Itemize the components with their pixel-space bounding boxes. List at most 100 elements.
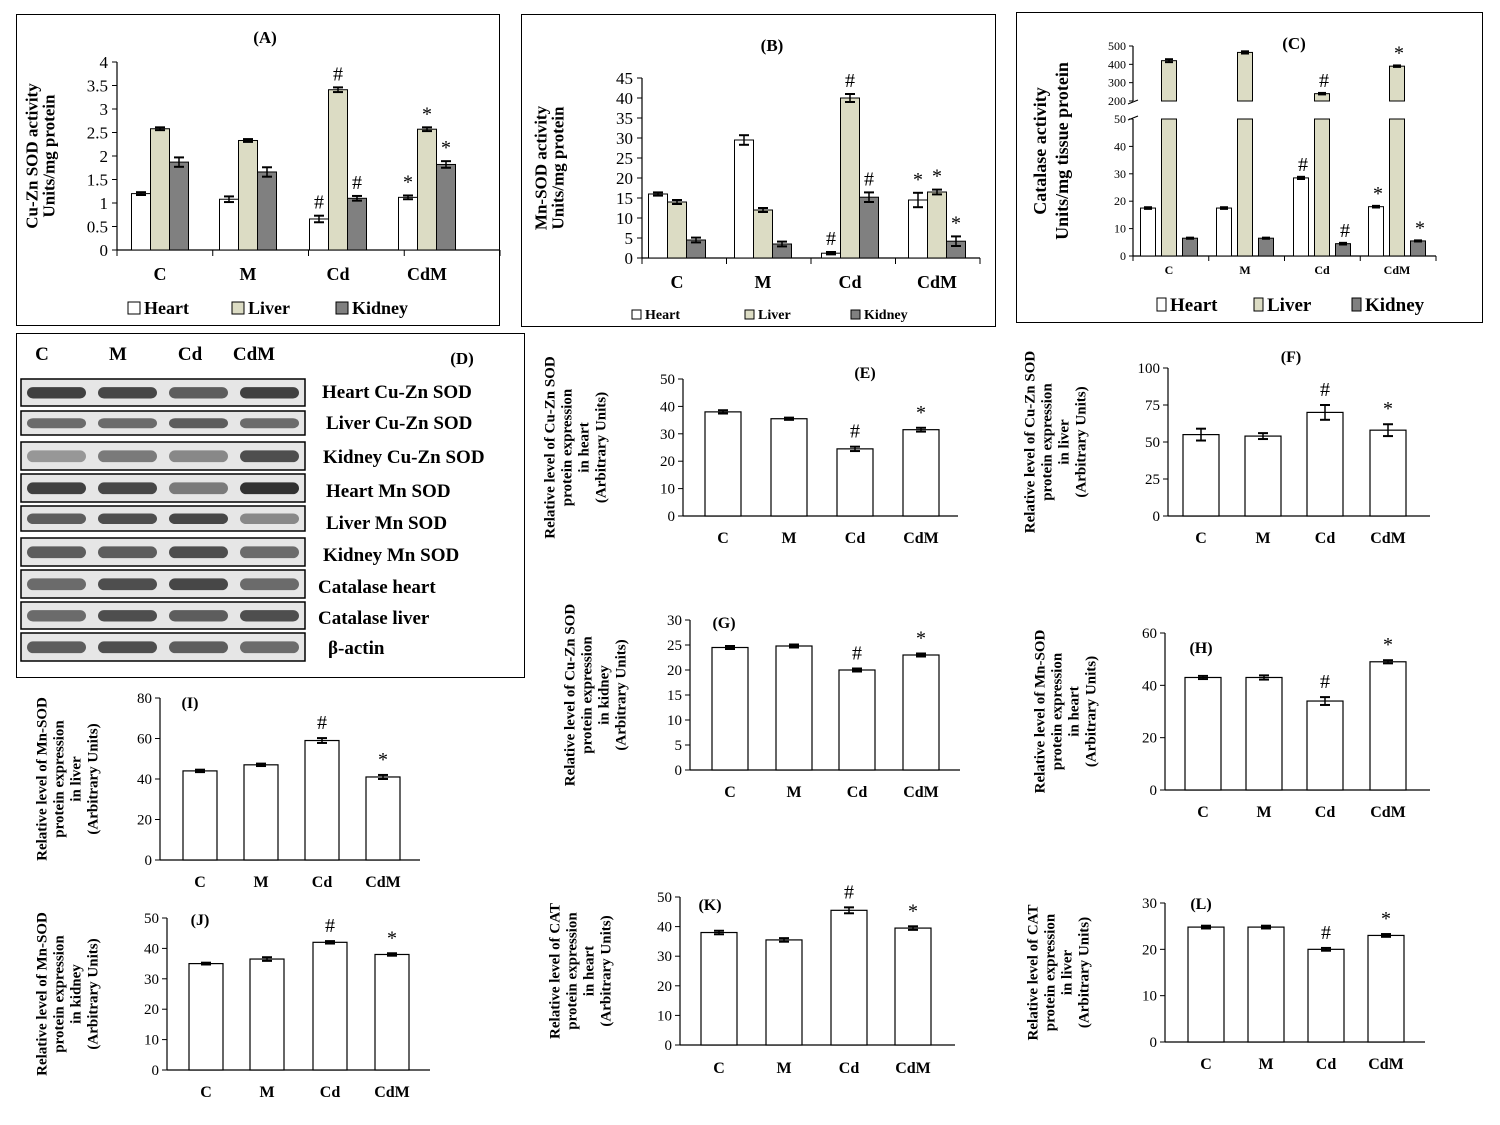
panel-d-label: (D)	[450, 349, 474, 368]
blot-band	[27, 450, 86, 463]
y-tick-label: 30	[667, 613, 682, 629]
bar-heart	[1293, 177, 1309, 257]
bar-heart	[734, 139, 754, 259]
bar	[902, 654, 940, 771]
bar	[830, 909, 868, 1046]
blot-row-label: Liver Cu-Zn SOD	[326, 413, 472, 434]
bar-heart	[219, 198, 239, 251]
legend-swatch	[127, 301, 141, 315]
bar	[312, 941, 348, 1071]
bar-liver	[238, 139, 258, 251]
bar	[775, 645, 813, 771]
panel-f-label: (F)	[1281, 349, 1301, 366]
x-tick-label: M	[240, 264, 257, 284]
blot-band	[240, 387, 299, 399]
blot-row-label: β-actin	[328, 638, 385, 659]
panel-l-label: (L)	[1190, 896, 1211, 913]
blot-band	[27, 546, 86, 559]
panel-c-ylabel-line: Catalase activity	[1030, 87, 1050, 214]
blot-band	[240, 418, 299, 429]
y-tick-label: 40	[137, 772, 152, 788]
x-tick-label: Cd	[1315, 804, 1336, 821]
legend-label: Liver	[1267, 295, 1312, 316]
bar	[902, 429, 940, 517]
blot-row-label: Kidney Cu-Zn SOD	[323, 447, 485, 468]
panel-i-ylabel-line: (Arbitrary Units)	[86, 723, 102, 834]
panel-k-chart: 0 10 20 30 40 50 (K) C M # Cd * CdM	[657, 881, 955, 1077]
blot-band	[98, 418, 157, 429]
bar-liver-lower	[1314, 118, 1330, 257]
significance-mark: #	[844, 881, 854, 903]
panel-g-ylabel-line: Relative level of Cu-Zn SOD	[563, 604, 579, 787]
blot-band	[169, 578, 228, 591]
x-tick-label: C	[154, 264, 167, 284]
blot-band	[169, 482, 228, 495]
blot-band	[27, 418, 86, 429]
panel-c-frame	[1016, 12, 1483, 323]
y-tick-label: 40	[144, 941, 159, 957]
x-tick-label: CdM	[917, 272, 957, 292]
bar	[1306, 411, 1344, 517]
y-tick-label: 0.5	[87, 218, 108, 237]
bar	[374, 953, 410, 1071]
x-tick-label: CdM	[407, 264, 447, 284]
y-tick-label: 15	[667, 688, 682, 704]
bar-liver-lower	[1237, 118, 1253, 257]
y-tick-label: 50	[1145, 435, 1160, 451]
x-tick-label: M	[1256, 804, 1271, 821]
panel-l-ylabel-line: in liver	[1060, 949, 1076, 995]
significance-mark: *	[1381, 908, 1391, 930]
y-tick-label: 50	[660, 372, 675, 388]
panel-l-ylabel-line: Relative level of CAT	[1026, 905, 1042, 1041]
legend-label: Heart	[645, 308, 680, 323]
y-tick-label: 1	[100, 194, 109, 213]
panel-e-label: (E)	[854, 365, 875, 382]
axis-break-mark	[1127, 99, 1139, 105]
blot-band	[240, 578, 299, 591]
x-tick-label: Cd	[1315, 530, 1336, 547]
panel-g-ylabel-line: (Arbitrary Units)	[614, 639, 630, 750]
bar	[1187, 926, 1225, 1043]
significance-mark: *	[1383, 398, 1393, 420]
x-tick-label: M	[1258, 1056, 1273, 1073]
legend-swatch	[744, 309, 755, 320]
legend-label: Kidney	[1365, 295, 1425, 316]
blot-row-label: Kidney Mn SOD	[323, 545, 459, 566]
legend-label: Liver	[758, 308, 791, 323]
bar-liver-upper	[1161, 60, 1177, 102]
significance-mark: *	[951, 212, 961, 234]
y-tick-label: 60	[137, 732, 152, 748]
significance-mark: *	[913, 169, 923, 191]
bar-liver	[417, 128, 437, 251]
bar	[1369, 429, 1407, 517]
y-tick-label: 25	[616, 149, 633, 168]
x-tick-label: M	[253, 874, 268, 891]
panel-g-chart: 0 5 10 15 20 25 30 (G) C M # Cd * CdM	[667, 613, 960, 801]
y-tick-label: 80	[137, 691, 152, 707]
y-tick-label: 50	[657, 890, 672, 906]
significance-mark: *	[441, 137, 451, 159]
bar	[1306, 700, 1344, 791]
bar	[838, 669, 876, 771]
bar-liver-lower	[1389, 118, 1405, 257]
blot-band	[27, 482, 86, 495]
panel-k-ylabel-line: Relative level of CAT	[548, 903, 564, 1039]
y-tick-label: 40	[657, 920, 672, 936]
panel-g-ylabel-line: protein expression	[580, 636, 596, 754]
y-tick-label: 20	[1142, 731, 1157, 747]
blot-band	[98, 513, 157, 524]
panel-j-ylabel-line: protein expression	[52, 935, 68, 1053]
y-tick-label: 20	[1142, 942, 1157, 958]
blot-row-label: Catalase liver	[318, 608, 430, 629]
blot-strip	[20, 505, 306, 532]
y-tick-label: 5	[625, 229, 634, 248]
y-tick-label: 40	[1142, 678, 1157, 694]
y-tick-label: 10	[1142, 989, 1157, 1005]
y-tick-label: 10	[657, 1008, 672, 1024]
panel-j-ylabel-line: (Arbitrary Units)	[86, 938, 102, 1049]
bar	[711, 646, 749, 771]
legend-swatch	[1351, 297, 1362, 312]
significance-mark: #	[850, 421, 860, 443]
bar	[1245, 676, 1283, 791]
blot-strip	[20, 601, 306, 630]
